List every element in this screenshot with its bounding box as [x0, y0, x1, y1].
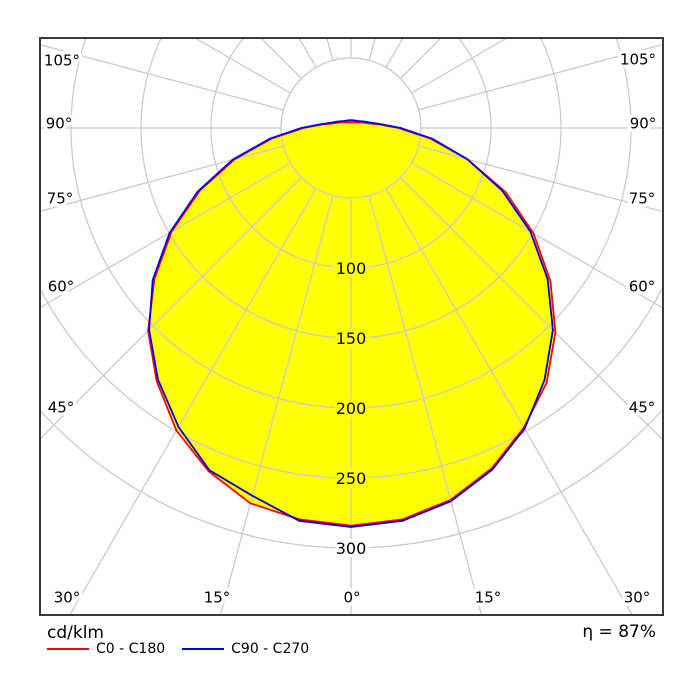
- unit-label: cd/klm: [47, 623, 104, 643]
- gamma-label: 15°: [204, 588, 231, 606]
- ring-label: 100: [336, 259, 367, 278]
- radial-line: [40, 44, 284, 111]
- legend-line-c90-c270: [182, 648, 225, 650]
- efficiency-label: η = 87%: [582, 622, 656, 642]
- gamma-label: 90°: [630, 114, 657, 132]
- gamma-label: 105°: [620, 50, 656, 68]
- radial-line: [418, 145, 663, 213]
- gamma-label: 75°: [629, 189, 656, 207]
- gamma-label: 60°: [629, 277, 656, 295]
- radial-line: [40, 162, 291, 309]
- legend-label-c0-c180: C0 - C180: [96, 641, 166, 657]
- ring-label: 300: [336, 539, 367, 558]
- radial-line: [411, 162, 663, 309]
- radial-line: [400, 177, 663, 441]
- radial-line: [40, 177, 302, 440]
- gamma-label: 30°: [54, 588, 81, 606]
- radial-line: [193, 38, 291, 94]
- ring-label: 200: [336, 399, 367, 418]
- radial-line: [385, 188, 633, 615]
- legend-line-c0-c180: [47, 648, 89, 650]
- gamma-label: 45°: [629, 398, 656, 416]
- curve-c90-c270: [148, 119, 554, 528]
- gamma-label: 105°: [44, 51, 80, 69]
- radial-line: [368, 38, 376, 61]
- plot-border: [39, 37, 664, 616]
- radial-line: [418, 43, 663, 111]
- radial-line: [219, 195, 334, 615]
- ring-label: 250: [336, 469, 367, 488]
- radial-line: [368, 195, 483, 615]
- ring-label: 150: [336, 329, 367, 348]
- gamma-label: 0°: [343, 588, 360, 606]
- gamma-label: 30°: [624, 588, 651, 606]
- legend: C0 - C180 C90 - C270: [47, 641, 309, 657]
- gamma-label: 15°: [475, 588, 502, 606]
- legend-label-c90-c270: C90 - C270: [231, 641, 310, 657]
- radial-line: [40, 145, 284, 212]
- radial-line: [69, 188, 317, 615]
- gamma-label: 90°: [46, 114, 73, 132]
- radial-line: [326, 38, 334, 61]
- gamma-label: 75°: [47, 189, 74, 207]
- gamma-label: 60°: [48, 277, 75, 295]
- gamma-label: 45°: [48, 398, 75, 416]
- curve-c0-c180: [147, 121, 557, 527]
